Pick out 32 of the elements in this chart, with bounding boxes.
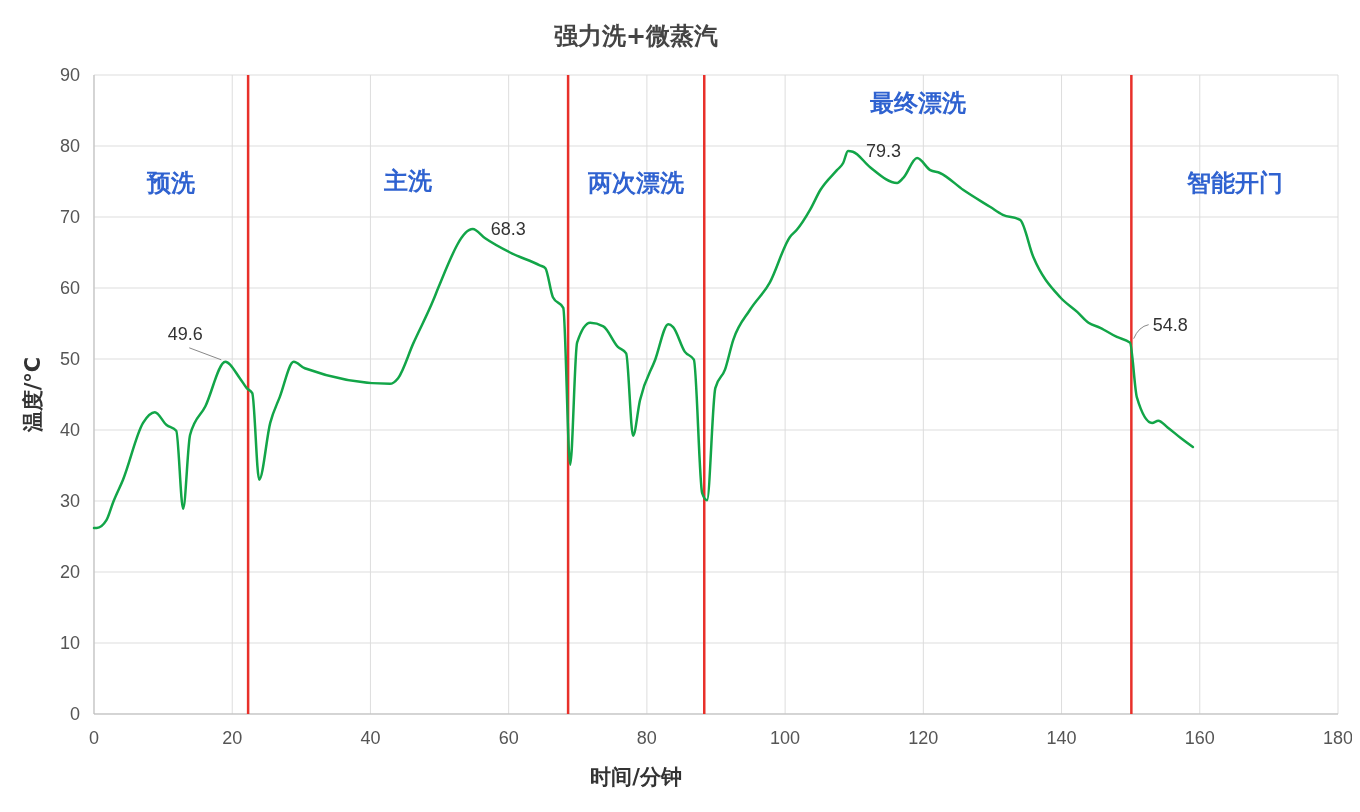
x-axis-title: 时间/分钟 <box>590 765 682 789</box>
x-tick-label: 40 <box>360 728 381 748</box>
x-tick-label: 160 <box>1184 728 1215 748</box>
annotation: 54.8 <box>1152 314 1188 335</box>
y-tick-label: 50 <box>59 349 80 370</box>
annotation: 主洗 <box>383 167 434 196</box>
y-tick-label: 40 <box>59 420 80 441</box>
y-axis-title: 温度/°C <box>21 356 45 434</box>
x-tick-label: 100 <box>770 728 801 748</box>
x-tick-label: 60 <box>498 728 519 748</box>
data-label: 68.3 <box>490 219 526 240</box>
data-label: 49.6 <box>167 323 203 344</box>
x-tick-label: 80 <box>636 728 657 748</box>
x-tick-label: 140 <box>1046 728 1077 748</box>
x-tick-label: 0 <box>88 728 100 748</box>
annotation: 最终漂洗 <box>868 89 967 118</box>
x-tick-label: 120 <box>908 728 939 748</box>
y-tick-label: 20 <box>59 562 80 583</box>
y-tick-label: 60 <box>59 278 80 299</box>
data-label: 79.3 <box>866 141 902 162</box>
annotation: 智能开门 <box>1185 169 1283 198</box>
annotation: 预洗 <box>146 169 197 198</box>
y-tick-label: 0 <box>69 704 80 725</box>
annotation: 两次漂洗 <box>587 169 686 198</box>
y-tick-label: 80 <box>59 136 80 157</box>
y-tick-label: 30 <box>59 491 80 512</box>
x-tick-label: 20 <box>222 728 243 748</box>
y-tick-label: 90 <box>59 65 80 86</box>
y-tick-label: 70 <box>59 207 80 228</box>
x-tick-label: 180 <box>1322 728 1354 748</box>
chart-title: 强力洗+微蒸汽 <box>553 22 719 50</box>
y-tick-label: 10 <box>59 633 80 654</box>
